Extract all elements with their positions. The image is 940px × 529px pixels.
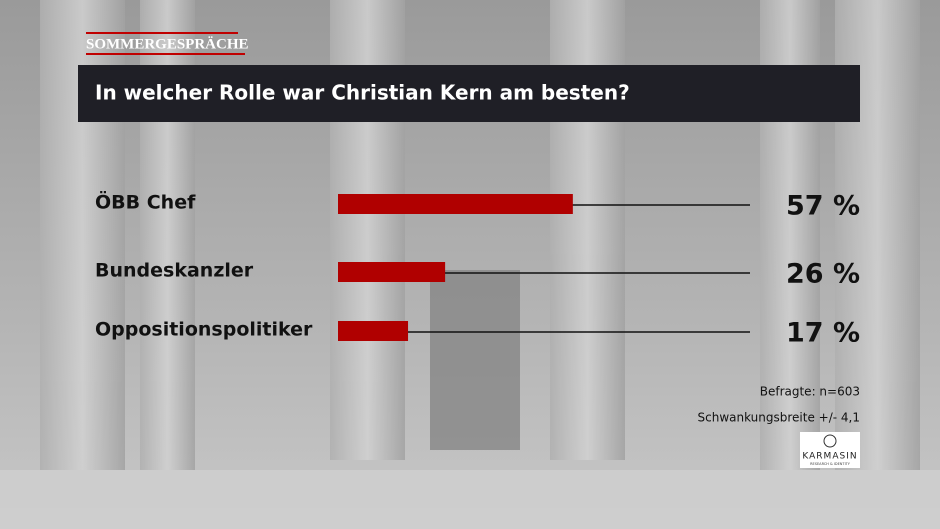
bar (338, 321, 409, 341)
plot: ÖBB Chef 57 % Bundeskanzler 26 % Oppositions… (95, 190, 860, 349)
value-label: 17 % (786, 318, 860, 349)
logo-icon (823, 434, 837, 448)
title-box (78, 65, 860, 122)
bar (338, 194, 573, 214)
logo-name: KARMASIN (802, 452, 857, 462)
header: SOMMERGESPRÄCHE (86, 36, 249, 52)
category-label: ÖBB Chef (95, 190, 196, 214)
note: Schwankungsbreite +/- 4,1 (698, 411, 861, 425)
value-label: 26 % (786, 259, 860, 290)
bar (338, 262, 446, 282)
logo-box (800, 432, 860, 468)
category-label: Oppositionspolitiker (95, 319, 313, 341)
note: Befragte: n=603 (760, 385, 860, 399)
value-label: 57 % (786, 191, 860, 222)
chart-title: In welcher Rolle war Christian Kern am b… (95, 81, 630, 105)
logo-tagline: RESEARCH & IDENTITY (810, 462, 851, 466)
category-label: Bundeskanzler (95, 260, 254, 282)
